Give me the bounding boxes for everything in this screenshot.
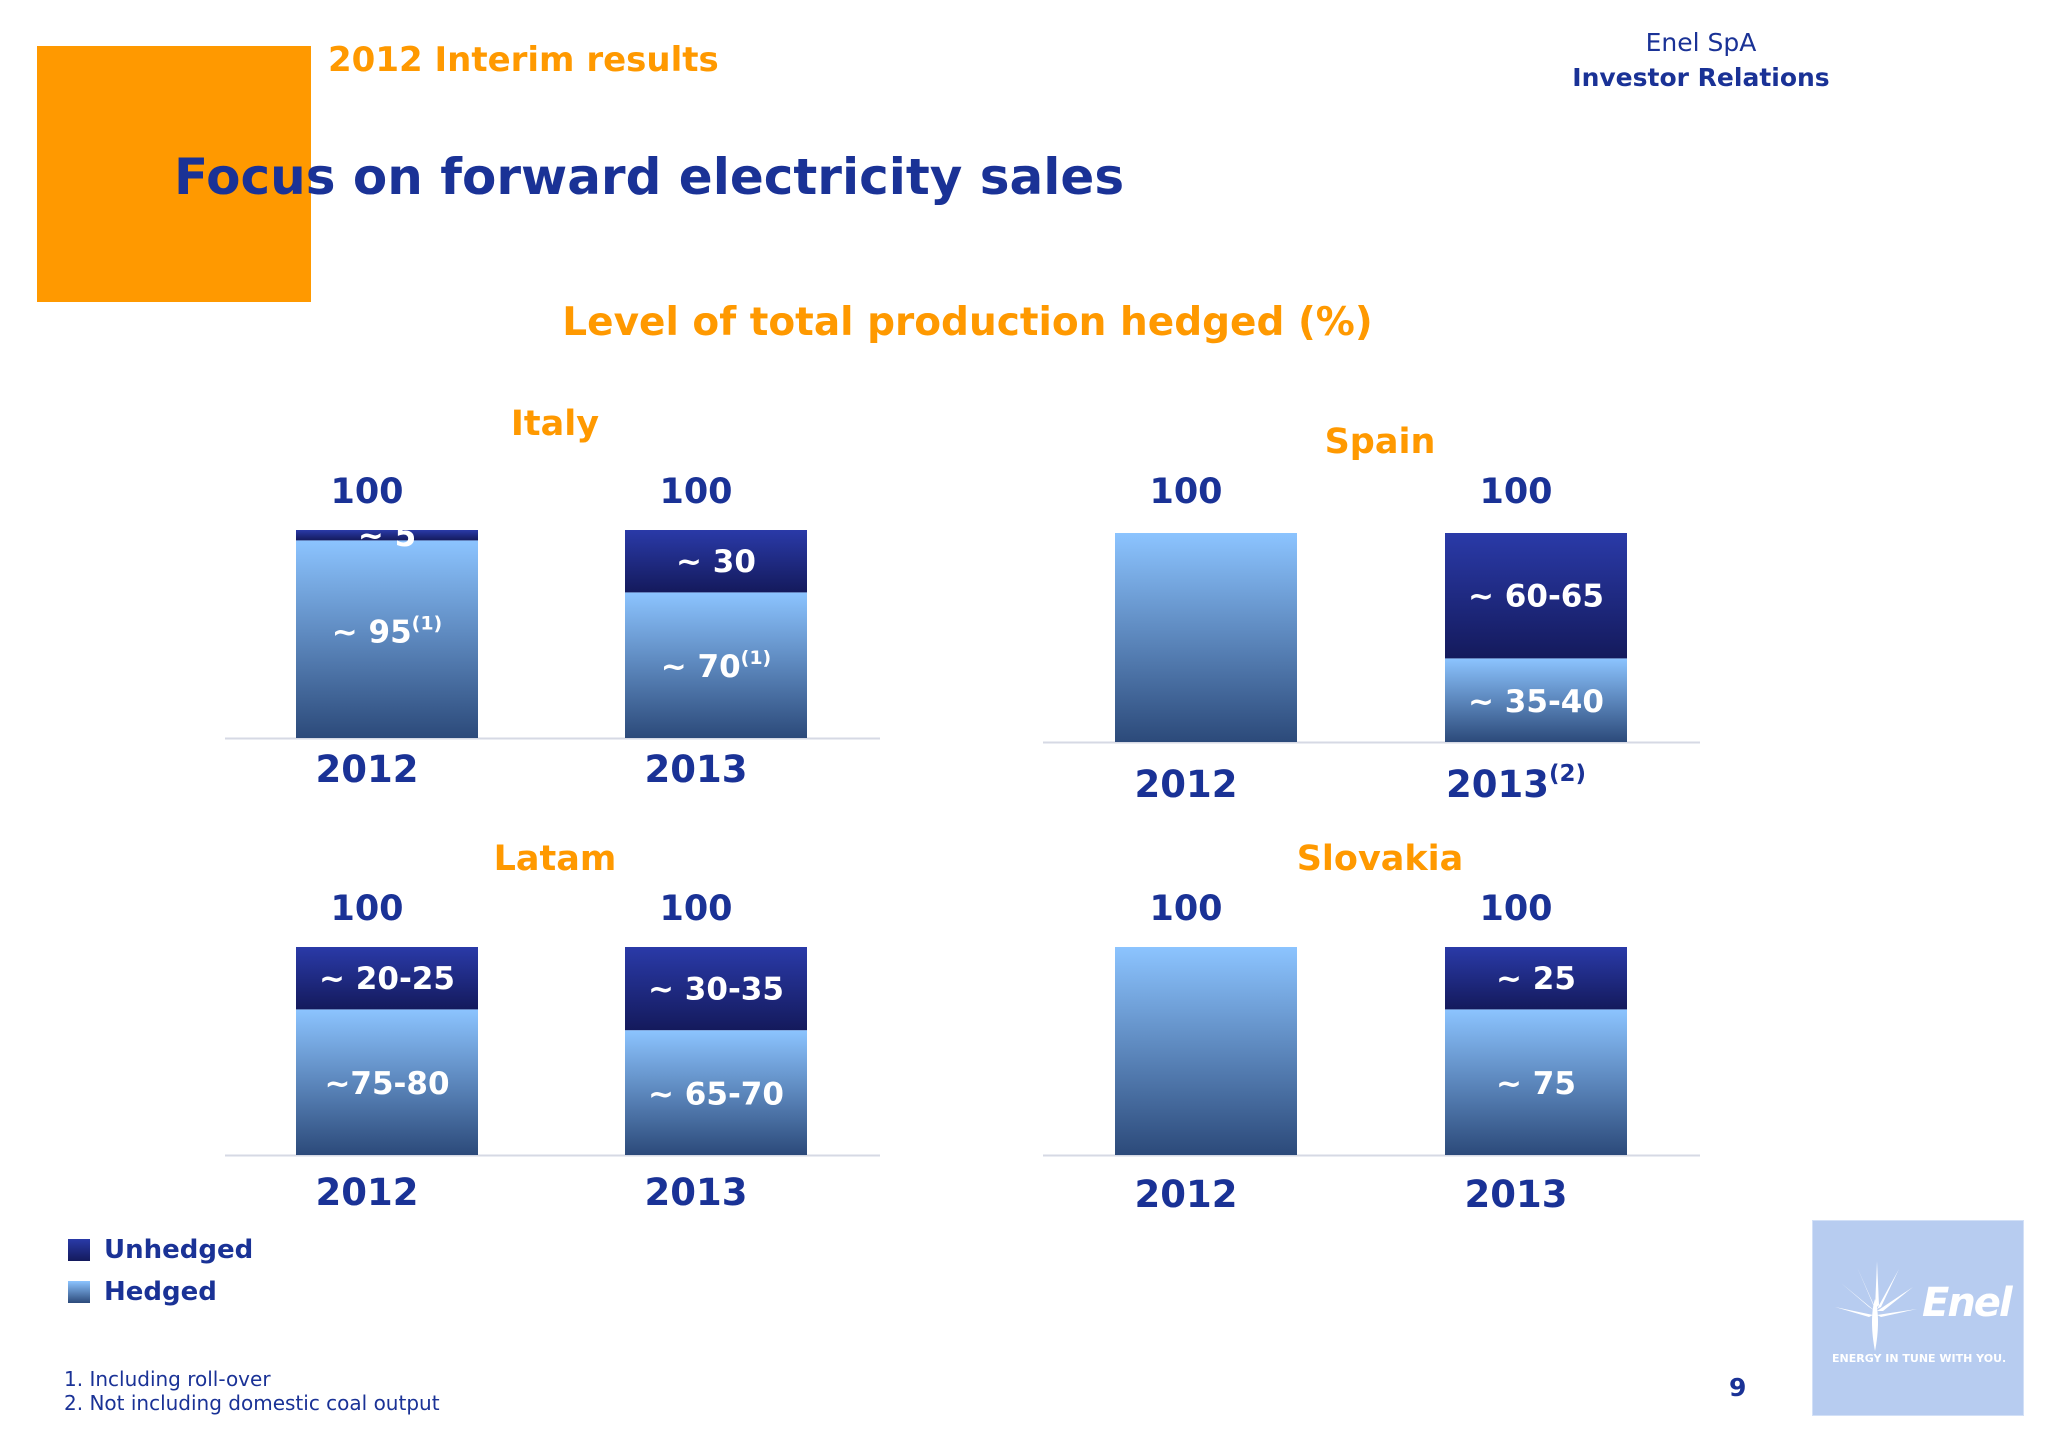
bar-hedged-italy-2012 xyxy=(296,540,478,738)
bar-hedged-spain-2012 xyxy=(1115,533,1297,742)
bar-unhedged-latam-2013 xyxy=(625,947,807,1031)
label-hedged-slovakia-2013: ~ 75 xyxy=(1496,1066,1576,1102)
label-unhedged-italy-2013: ~ 30 xyxy=(676,544,756,580)
orange-accent-block xyxy=(37,46,311,302)
category-label-latam-2013: 2013 xyxy=(645,1171,748,1214)
legend-item-unhedged: Unhedged xyxy=(68,1235,253,1265)
category-label-slovakia-2012: 2012 xyxy=(1135,1173,1238,1216)
category-label-slovakia-2013: 2013 xyxy=(1465,1173,1568,1216)
label-hedged-italy-2012: ~ 95(1) xyxy=(332,612,443,650)
legend-swatch-unhedged xyxy=(68,1239,90,1261)
total-label-italy-2012: 100 xyxy=(330,472,403,512)
bar-unhedged-spain-2013 xyxy=(1445,533,1627,659)
bar-unhedged-italy-2013 xyxy=(625,530,807,593)
category-label-spain-2012: 2012 xyxy=(1135,763,1238,806)
label-unhedged-spain-2013: ~ 60-65 xyxy=(1468,579,1604,615)
bar-unhedged-latam-2012 xyxy=(296,947,478,1010)
footnote-1: 1. Including roll-over xyxy=(64,1367,271,1391)
bar-unhedged-italy-2012 xyxy=(296,530,478,541)
company-name: Enel SpA xyxy=(1645,28,1757,57)
bar-hedged-italy-2013 xyxy=(625,592,807,738)
chart-title: Level of total production hedged (%) xyxy=(562,300,1373,345)
total-label-italy-2013: 100 xyxy=(659,472,732,512)
legend-label-hedged: Hedged xyxy=(104,1277,217,1307)
panel-title-italy: Italy xyxy=(511,404,599,444)
legend-item-hedged: Hedged xyxy=(68,1277,253,1307)
panel-title-slovakia: Slovakia xyxy=(1297,839,1464,879)
category-label-latam-2012: 2012 xyxy=(316,1171,419,1214)
presentation-subtitle: 2012 Interim results xyxy=(328,40,719,80)
legend-label-unhedged: Unhedged xyxy=(104,1235,254,1265)
category-label-spain-2013: 2013(2) xyxy=(1446,761,1586,806)
label-hedged-latam-2013: ~ 65-70 xyxy=(648,1077,784,1113)
label-unhedged-slovakia-2013: ~ 25 xyxy=(1496,961,1576,997)
department-name: Investor Relations xyxy=(1572,63,1830,92)
label-hedged-latam-2012: ~75-80 xyxy=(324,1066,449,1102)
total-label-slovakia-2012: 100 xyxy=(1149,889,1222,929)
panel-title-spain: Spain xyxy=(1325,422,1436,462)
enel-flower-icon xyxy=(1835,1261,1917,1351)
total-label-latam-2012: 100 xyxy=(330,889,403,929)
panel-title-latam: Latam xyxy=(494,839,617,879)
footnotes: 1. Including roll-over 2. Not including … xyxy=(64,1367,440,1415)
total-label-spain-2012: 100 xyxy=(1149,472,1222,512)
footnote-2: 2. Not including domestic coal output xyxy=(64,1391,440,1415)
category-label-italy-2012: 2012 xyxy=(316,748,419,791)
logo-wordmark: Enel xyxy=(1922,1280,2013,1326)
total-label-spain-2013: 100 xyxy=(1479,472,1552,512)
total-label-slovakia-2013: 100 xyxy=(1479,889,1552,929)
label-hedged-spain-2013: ~ 35-40 xyxy=(1468,684,1604,720)
label-unhedged-italy-2012: ~ 5 xyxy=(358,518,416,554)
legend: Unhedged Hedged xyxy=(68,1235,253,1319)
slide-title: Focus on forward electricity sales xyxy=(174,148,1125,206)
label-hedged-italy-2013: ~ 70(1) xyxy=(661,647,772,685)
logo-tagline: ENERGY IN TUNE WITH YOU. xyxy=(1832,1352,2007,1365)
company-block: Enel SpA Investor Relations xyxy=(1521,28,1881,92)
bar-hedged-slovakia-2012 xyxy=(1115,947,1297,1155)
bar-hedged-spain-2013 xyxy=(1445,658,1627,742)
category-label-italy-2013: 2013 xyxy=(645,748,748,791)
bar-hedged-slovakia-2013 xyxy=(1445,1009,1627,1155)
label-unhedged-latam-2013: ~ 30-35 xyxy=(648,972,784,1008)
bar-hedged-latam-2012 xyxy=(296,1009,478,1155)
bar-unhedged-slovakia-2013 xyxy=(1445,947,1627,1010)
label-unhedged-latam-2012: ~ 20-25 xyxy=(319,961,455,997)
page-number: 9 xyxy=(1729,1373,1747,1402)
bar-hedged-latam-2013 xyxy=(625,1030,807,1155)
legend-swatch-hedged xyxy=(68,1281,90,1303)
enel-logo xyxy=(1812,1220,2024,1416)
total-label-latam-2013: 100 xyxy=(659,889,732,929)
